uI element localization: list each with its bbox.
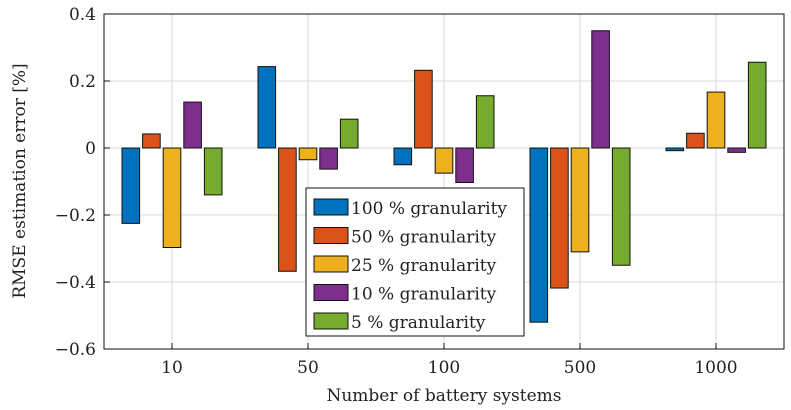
bar-10pct-50 [319,147,338,170]
bar-5pct-50 [339,118,359,149]
x-tick-label: 100 [428,358,460,378]
legend-label: 25 % granularity [351,256,497,276]
bar-10pct-1000 [727,147,746,153]
bar-50pct-1000 [686,132,705,149]
bar-50pct-50 [278,147,297,272]
bar-10pct-10 [183,101,202,149]
y-tick-label: −0.2 [55,206,96,226]
bar-10pct-100 [455,147,474,183]
bar-10pct-500 [591,30,610,149]
y-tick-label: −0.4 [55,273,96,293]
x-axis-label: Number of battery systems [326,386,561,406]
x-tick-label: 50 [297,358,319,378]
legend-label: 10 % granularity [351,285,497,305]
bar-100pct-500 [529,147,549,323]
y-axis-label: RMSE estimation error [%] [10,63,30,298]
bar-50pct-500 [550,147,569,289]
bars [121,30,767,323]
legend-swatch [313,227,349,244]
legend-label: 5 % granularity [351,313,486,333]
y-tick-label: −0.6 [55,340,96,360]
bar-100pct-50 [257,66,277,149]
bar-5pct-500 [611,147,631,266]
bar-100pct-1000 [665,147,685,152]
bar-25pct-1000 [706,91,726,149]
legend-swatch [313,255,349,273]
tick-labels: −0.6 −0.4 −0.2 0 0.2 0.4 10 50 100 500 1000 [55,5,738,378]
bar-50pct-100 [414,69,433,149]
y-tick-label: 0.4 [69,5,96,25]
bar-25pct-50 [298,147,318,161]
bar-100pct-10 [121,147,141,224]
bar-5pct-1000 [747,61,767,149]
bar-25pct-500 [570,147,590,253]
legend-swatch [313,312,349,330]
x-tick-label: 500 [564,358,596,378]
bar-5pct-10 [203,147,223,196]
x-tick-label: 1000 [694,358,737,378]
bar-50pct-10 [142,133,161,149]
legend: 100 % granularity 50 % granularity 25 % gr… [305,187,525,337]
bar-25pct-10 [162,147,182,248]
bar-25pct-100 [434,147,454,174]
legend-swatch [313,198,349,216]
y-tick-label: 0 [85,139,96,159]
bar-100pct-100 [393,147,413,166]
legend-label: 50 % granularity [351,228,497,248]
legend-swatch [313,284,349,301]
bar-5pct-100 [475,95,495,149]
legend-label: 100 % granularity [351,199,507,219]
x-tick-label: 10 [161,358,183,378]
y-tick-label: 0.2 [69,72,96,92]
